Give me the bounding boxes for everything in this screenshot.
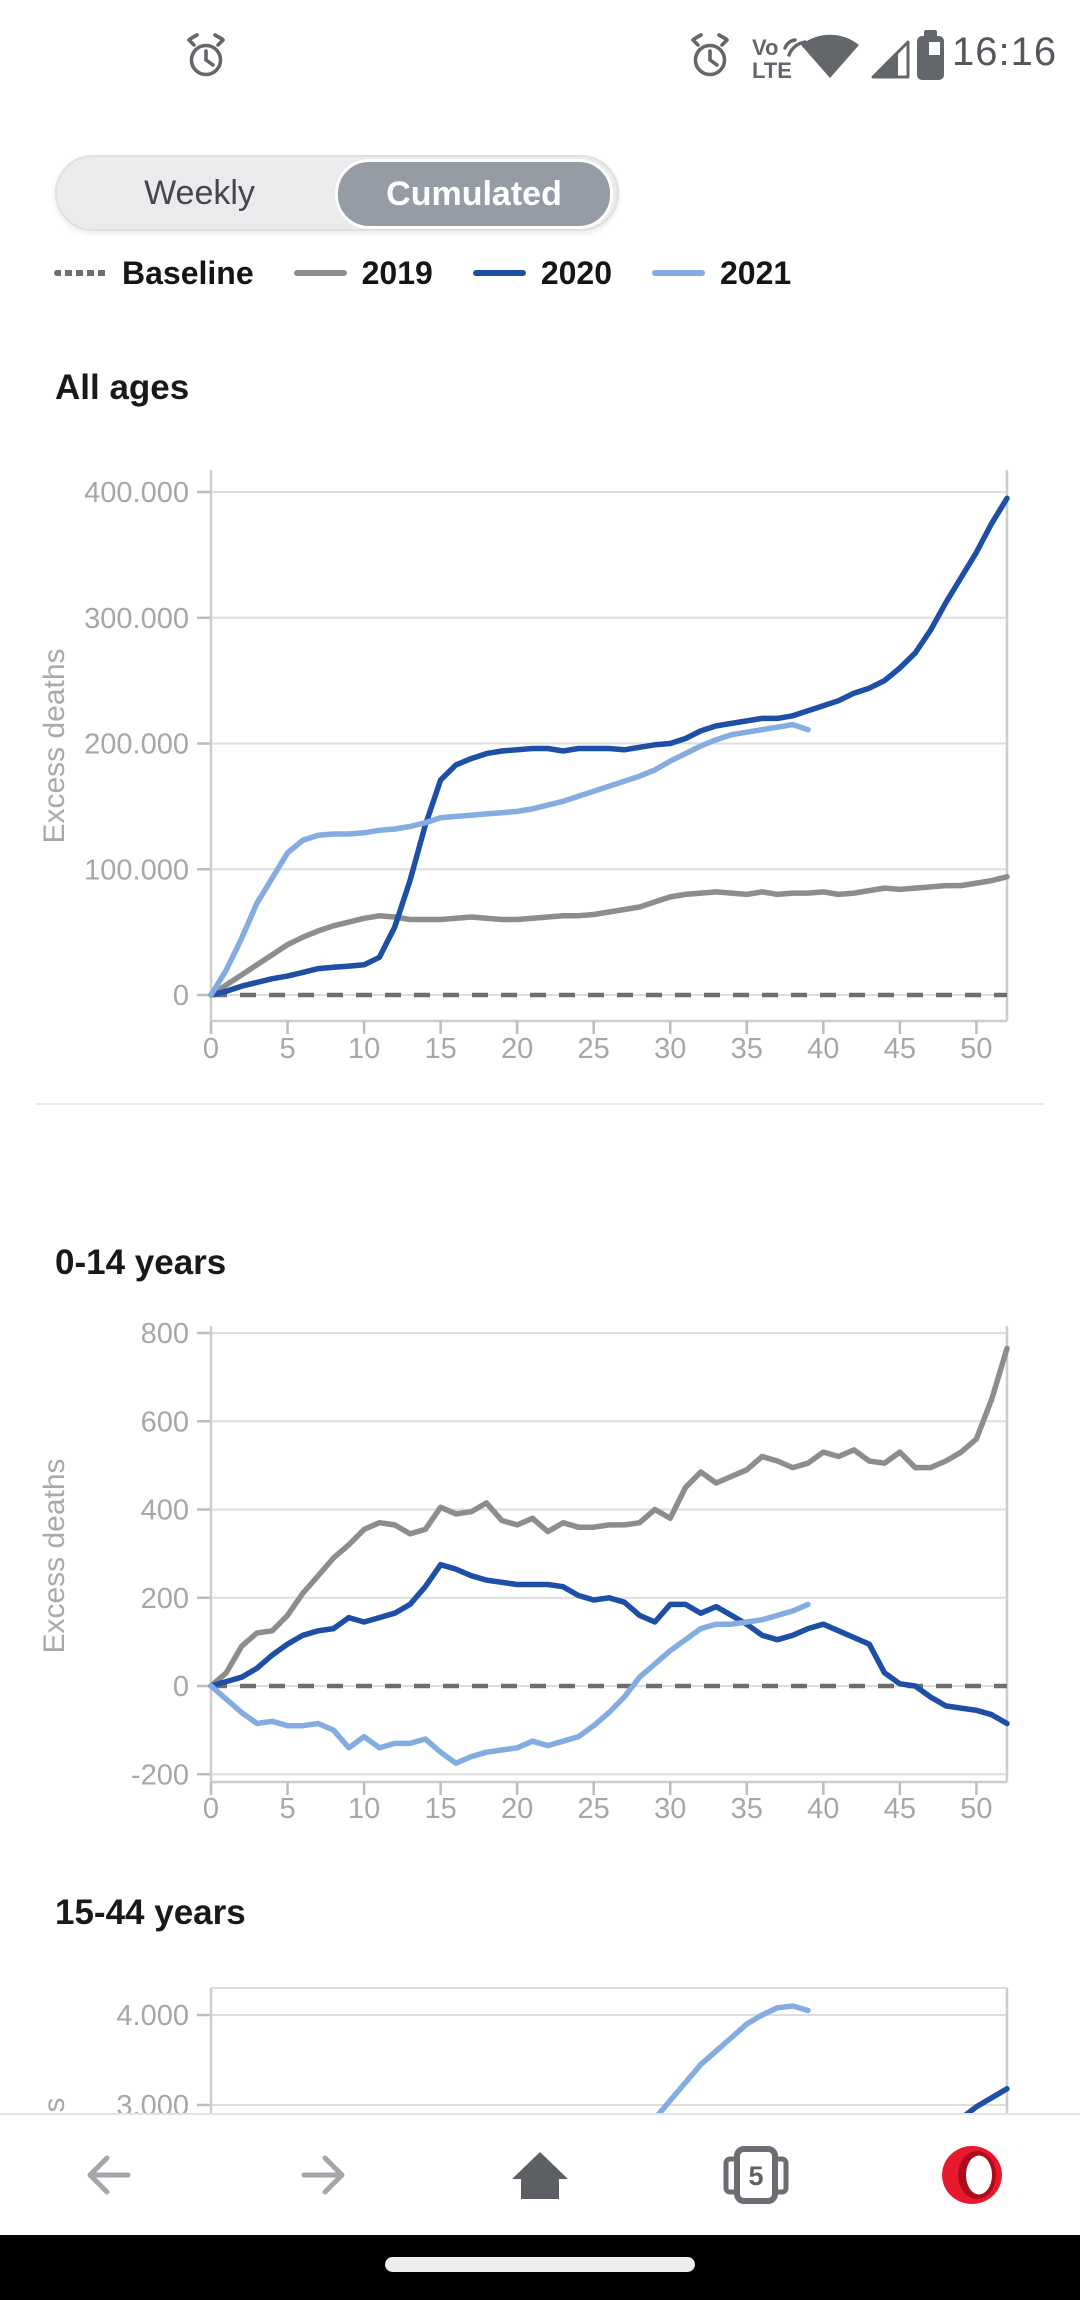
- series-line-2020: [208, 1561, 1010, 1727]
- series-line-2019: [208, 1345, 1010, 1689]
- legend-swatch-2019: [293, 270, 347, 276]
- y-tick-label: 200.000: [84, 729, 189, 761]
- x-tick-label: 5: [279, 1793, 295, 1825]
- x-tick-label: 50: [960, 1033, 992, 1065]
- x-tick-label: 50: [960, 1793, 992, 1825]
- legend-swatch-2020: [472, 270, 526, 276]
- x-tick-label: 0: [203, 1033, 219, 1065]
- legend-item-baseline: Baseline: [54, 255, 254, 292]
- series-line-2021: [208, 1601, 811, 1766]
- x-tick-label: 45: [884, 1033, 916, 1065]
- gesture-nav-bar: [0, 2235, 1080, 2300]
- forward-arrow-icon: [301, 2155, 345, 2195]
- x-tick-label: 45: [884, 1793, 916, 1825]
- battery-icon: [917, 30, 944, 80]
- series-line-2020: [963, 2086, 1010, 2113]
- y-tick-label: 800: [141, 1318, 189, 1350]
- home-button[interactable]: [504, 2139, 576, 2211]
- browser-toolbar: 5: [0, 2113, 1080, 2235]
- status-time: 16:16: [952, 30, 1058, 74]
- chart-title-0-14: 0-14 years: [55, 1243, 227, 1282]
- x-tick-label: 10: [348, 1793, 380, 1825]
- legend-swatch-baseline: [54, 270, 107, 276]
- y-tick-label: 0: [173, 980, 189, 1012]
- alarm-status-icon: [691, 33, 729, 77]
- volte-icon: Vo LTE: [752, 35, 807, 83]
- opera-logo-icon: [942, 2146, 1002, 2204]
- status-bar-icons: Vo LTE: [187, 30, 944, 83]
- forward-button[interactable]: [288, 2139, 360, 2211]
- chart-title-all-ages: All ages: [55, 368, 190, 407]
- toggle-option-weekly[interactable]: Weekly: [144, 173, 255, 212]
- svg-text:LTE: LTE: [752, 58, 792, 83]
- x-tick-label: 25: [578, 1793, 610, 1825]
- y-tick-label: 400: [141, 1495, 189, 1527]
- legend-swatch-2021: [652, 270, 705, 276]
- back-arrow-icon: [87, 2155, 131, 2195]
- x-tick-label: 35: [731, 1033, 763, 1065]
- legend-label: 2021: [720, 254, 792, 291]
- x-tick-label: 40: [807, 1033, 839, 1065]
- chart-0-14-plot: 800 600 400 200 0 -200 0 5 10 15 20 25 30 35 40 45 50 Exc…: [38, 1318, 1010, 1825]
- x-tick-label: 40: [807, 1793, 839, 1825]
- wifi-icon: [801, 34, 859, 78]
- legend-item-2019: 2019: [293, 254, 433, 292]
- legend-label: Baseline: [122, 254, 254, 291]
- view-mode-toggle[interactable]: Weekly Cumulated: [55, 155, 619, 231]
- x-tick-label: 20: [501, 1033, 533, 1065]
- y-tick-label: 200: [141, 1583, 189, 1615]
- x-tick-label: 10: [348, 1033, 380, 1065]
- chart-15-44-plot: 4.000 3.000 Excess deaths: [38, 1987, 1010, 2113]
- opera-menu-button[interactable]: [936, 2139, 1008, 2211]
- signal-icon: [871, 40, 910, 79]
- x-tick-label: 35: [731, 1793, 763, 1825]
- y-tick-label: 100.000: [84, 854, 189, 886]
- legend-item-2021: 2021: [652, 255, 791, 292]
- y-tick-label: -200: [131, 1759, 189, 1791]
- gesture-handle[interactable]: [385, 2257, 695, 2272]
- tab-switcher-icon: [723, 2146, 789, 2204]
- legend-label: 2019: [361, 254, 433, 291]
- y-tick-label: 0: [173, 1671, 189, 1703]
- chart-all-ages-plot: 400.000 300.000 200.000 100.000 00 5 10 15 20 25 3…: [38, 470, 1010, 1065]
- tab-count-badge: 5: [748, 2160, 764, 2191]
- x-tick-label: 30: [654, 1033, 686, 1065]
- back-button[interactable]: [72, 2139, 144, 2211]
- chart-legend: Baseline 2019 2020 2021: [54, 248, 791, 298]
- x-tick-label: 0: [203, 1793, 219, 1825]
- series-line-2020: [208, 495, 1010, 998]
- series-line-2021: [208, 721, 811, 998]
- x-tick-label: 15: [424, 1793, 456, 1825]
- y-tick-label: 4.000: [116, 2000, 189, 2032]
- alarm-notification-icon: [187, 33, 225, 77]
- x-tick-label: 20: [501, 1793, 533, 1825]
- svg-text:Vo: Vo: [752, 35, 778, 60]
- y-tick-label: 300.000: [84, 603, 189, 635]
- y-axis-title: Excess deaths: [38, 648, 71, 843]
- x-tick-label: 30: [654, 1793, 686, 1825]
- y-axis-title: Excess deaths: [38, 2097, 71, 2113]
- legend-label: 2020: [540, 254, 612, 291]
- toggle-option-cumulated[interactable]: Cumulated: [335, 159, 613, 229]
- series-line-2019: [208, 874, 1010, 998]
- legend-item-2020: 2020: [472, 254, 612, 292]
- chart-title-15-44: 15-44 years: [55, 1893, 246, 1932]
- y-tick-label: 600: [141, 1406, 189, 1438]
- home-icon: [512, 2152, 568, 2199]
- tab-switcher-button[interactable]: 5: [720, 2139, 792, 2211]
- section-divider: [36, 1103, 1044, 1105]
- x-tick-label: 15: [424, 1033, 456, 1065]
- series-line-2021: [655, 2003, 811, 2113]
- y-axis-title: Excess deaths: [38, 1458, 71, 1653]
- x-tick-label: 5: [279, 1033, 295, 1065]
- y-tick-label: 3.000: [116, 2090, 189, 2113]
- x-tick-label: 25: [578, 1033, 610, 1065]
- y-tick-label: 400.000: [84, 477, 189, 509]
